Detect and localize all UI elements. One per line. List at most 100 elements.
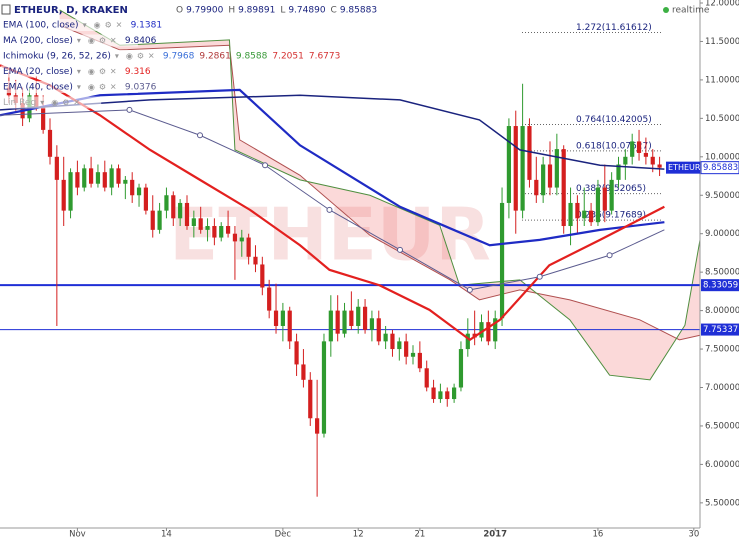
candle-body xyxy=(294,341,299,365)
candle-body xyxy=(479,322,484,338)
candle-body xyxy=(54,156,59,180)
candle-body xyxy=(499,202,505,319)
quote-value: 9.89891 xyxy=(238,6,275,16)
candle-body xyxy=(376,318,381,342)
legend-icon: ✕ xyxy=(148,52,155,61)
candle-body xyxy=(541,164,546,196)
candle-body xyxy=(445,391,450,400)
legend-icon: ⚙ xyxy=(99,83,106,92)
legend-icon: ✕ xyxy=(116,21,123,30)
y-tick-label: 7.00000 xyxy=(705,383,739,393)
x-tick-label: 12 xyxy=(353,530,364,538)
legend-row-bg xyxy=(1,50,176,62)
candle-body xyxy=(308,379,313,419)
candle-body xyxy=(123,179,128,184)
indicator-line xyxy=(0,109,665,291)
legend-icon: ▾ xyxy=(77,67,81,76)
plot-area: 1.272(11.61612) 0.764(10.42005) 0.618(10.0… xyxy=(0,9,701,497)
y-tick-label: 8.00000 xyxy=(705,306,739,316)
last-price-symbol-box xyxy=(666,161,700,174)
realtime-dot xyxy=(663,7,669,13)
legend: ETHEUR, D, KRAKEN O 9.79900 H 9.89891 L 9.7489… xyxy=(1,4,377,109)
x-tick-label: 16 xyxy=(593,530,604,538)
candle-body xyxy=(554,149,559,188)
candle-body xyxy=(184,202,190,227)
candle-body xyxy=(623,156,628,165)
candle-body xyxy=(356,306,361,326)
candle-body xyxy=(328,310,333,342)
x-tick-label: 14 xyxy=(161,530,172,538)
candle-body xyxy=(75,172,80,188)
last-price-value: 9.85883 xyxy=(703,163,738,173)
realtime-label[interactable]: realtime xyxy=(672,6,710,16)
candle-body xyxy=(301,364,306,380)
indicator-value: 9.8406 xyxy=(125,36,157,46)
legend-icon: ⚙ xyxy=(62,98,69,107)
candle-body xyxy=(595,187,601,223)
candle-body xyxy=(383,333,388,342)
fib-label: 1.272(11.61612) xyxy=(576,23,652,33)
ichimoku-span xyxy=(59,9,701,381)
candle-body xyxy=(61,179,66,211)
indicator-line xyxy=(0,64,665,342)
legend-icon: ▾ xyxy=(40,98,44,107)
indicator-value: 9.8588 xyxy=(236,52,268,62)
indicator-name: MA (200, close) xyxy=(3,36,73,46)
candle-body xyxy=(164,195,169,211)
candle-body xyxy=(609,179,614,211)
x-tick-label: Dec xyxy=(275,530,292,538)
candle-body xyxy=(157,210,162,230)
quote-value: 9.74890 xyxy=(288,6,325,16)
legend-icon: ✕ xyxy=(110,36,117,45)
quote-value: 9.85883 xyxy=(340,6,377,16)
candle-body xyxy=(349,310,354,326)
y-tick-label: 5.50000 xyxy=(705,498,739,508)
candle-body xyxy=(280,310,285,326)
x-tick-label: 30 xyxy=(688,530,699,538)
candle-body xyxy=(260,264,265,288)
legend-icon: ▾ xyxy=(83,21,87,30)
x-tick-label: 2017 xyxy=(483,530,507,538)
candle-body xyxy=(68,172,73,211)
indicator-name: EMA (20, close) xyxy=(3,67,73,77)
legend-icon: ◉ xyxy=(88,36,95,45)
fib-label: 0.236(9.17689) xyxy=(576,211,646,221)
y-tick-label: 9.00000 xyxy=(705,229,739,239)
quote-key: C xyxy=(331,6,337,16)
indicator-marker xyxy=(397,246,403,253)
y-tick-label: 10.00000 xyxy=(705,152,739,162)
x-tick-label: Nov xyxy=(69,530,86,538)
indicator-value: 9.7968 xyxy=(163,52,195,62)
level-label: 7.75337 xyxy=(703,325,738,335)
candle-body xyxy=(561,149,566,227)
candle-body xyxy=(452,387,457,400)
indicator-value: 9.0376 xyxy=(125,83,157,93)
indicator-line xyxy=(0,94,665,170)
legend-icon: ▾ xyxy=(115,52,119,61)
legend-icon: ⚙ xyxy=(99,67,106,76)
indicator-value: 9.2861 xyxy=(199,52,231,62)
candle-body xyxy=(287,310,292,342)
level-label-box xyxy=(701,323,739,336)
candle-body xyxy=(143,187,148,211)
quote-key: H xyxy=(228,6,235,16)
candle-body xyxy=(657,164,662,168)
candle-body xyxy=(232,233,238,242)
indicator-marker xyxy=(126,106,133,113)
indicator-name: EMA (100, close) xyxy=(3,21,79,31)
indicator-value: 9.1381 xyxy=(131,21,163,31)
candle-body xyxy=(534,179,539,196)
level-label: 8.33059 xyxy=(703,281,738,291)
candle-body xyxy=(273,310,279,326)
legend-icon: ✕ xyxy=(110,83,117,92)
y-tick-label: 6.00000 xyxy=(705,460,739,470)
candle-body xyxy=(198,218,203,230)
fib-label: 0.764(10.42005) xyxy=(576,115,652,125)
y-tick-label: 11.50000 xyxy=(705,37,739,47)
fib-label: 0.618(10.07627) xyxy=(576,141,652,151)
candle-body xyxy=(568,202,573,227)
legend-icon: ⚙ xyxy=(105,21,112,30)
candle-body xyxy=(82,168,87,188)
candle-body xyxy=(431,387,436,400)
